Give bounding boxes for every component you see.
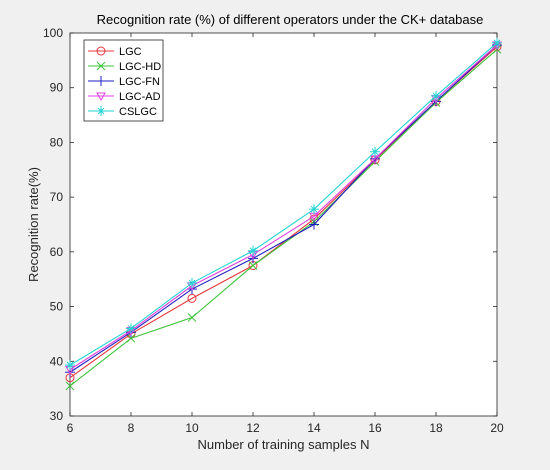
data-point-cslgc xyxy=(248,245,258,256)
data-point-cslgc xyxy=(187,278,197,289)
legend-label: LGC-AD xyxy=(119,91,161,103)
y-tick-label: 70 xyxy=(50,190,64,204)
x-tick-label: 20 xyxy=(490,421,504,435)
legend-label: LGC-HD xyxy=(119,61,161,73)
legend-entry-cslgc: CSLGC xyxy=(88,106,157,118)
legend-marker xyxy=(96,61,106,71)
data-point-cslgc xyxy=(492,37,502,48)
data-point-lgc-hd xyxy=(126,333,136,343)
legend-marker xyxy=(96,46,106,56)
legend-label: CSLGC xyxy=(119,106,157,118)
y-tick-label: 80 xyxy=(50,135,64,149)
legend-entry-lgc-fn: LGC-FN xyxy=(88,76,160,88)
legend-entry-lgc: LGC xyxy=(88,46,142,58)
series-cslgc xyxy=(65,37,502,371)
legend: LGC LGC-HD LGC-FN LGC-AD CSLGC xyxy=(83,39,164,122)
data-point-cslgc xyxy=(65,360,75,371)
legend-marker xyxy=(96,92,106,102)
y-tick-label: 40 xyxy=(50,354,64,368)
legend-marker xyxy=(96,76,106,86)
data-point-cslgc xyxy=(309,204,319,215)
x-tick-label: 10 xyxy=(185,421,199,435)
y-tick-label: 30 xyxy=(50,409,64,423)
x-tick-label: 16 xyxy=(368,421,382,435)
data-point-lgc-hd xyxy=(187,313,197,322)
legend-label: LGC-FN xyxy=(119,76,160,88)
data-point-lgc-hd xyxy=(248,261,258,270)
series-layer xyxy=(65,37,502,391)
x-tick-label: 18 xyxy=(429,421,443,435)
y-tick-label: 90 xyxy=(50,81,64,95)
legend-entry-lgc-hd: LGC-HD xyxy=(88,61,161,73)
data-point-cslgc xyxy=(370,146,380,157)
y-tick-label: 50 xyxy=(50,300,64,314)
series-line-lgc-ad xyxy=(69,44,498,370)
data-point-lgc-hd xyxy=(65,381,75,391)
x-axis-label: Number of training samples N xyxy=(198,437,370,452)
legend-marker xyxy=(96,106,106,116)
data-point-cslgc xyxy=(431,90,441,101)
x-tick-label: 14 xyxy=(307,421,321,435)
axis-ticks: 6 8 10 12 14 16 18 20 30 40 50 60 70 80 90 100 xyxy=(43,26,504,435)
x-tick-label: 12 xyxy=(246,421,260,435)
y-axis-label: Recognition rate(%) xyxy=(26,167,41,282)
x-tick-label: 8 xyxy=(128,421,135,435)
y-tick-label: 100 xyxy=(43,26,63,40)
data-point-lgc xyxy=(187,293,197,303)
series-line-cslgc xyxy=(69,42,498,366)
x-tick-label: 6 xyxy=(67,421,74,435)
data-point-cslgc xyxy=(126,323,136,334)
series-line-lgc-hd xyxy=(69,48,498,387)
chart-title: Recognition rate (%) of different operat… xyxy=(97,12,484,27)
legend-label: LGC xyxy=(119,46,142,58)
y-tick-label: 60 xyxy=(50,245,64,259)
series-line-lgc-fn xyxy=(69,44,498,373)
legend-entry-lgc-ad: LGC-AD xyxy=(88,91,161,103)
